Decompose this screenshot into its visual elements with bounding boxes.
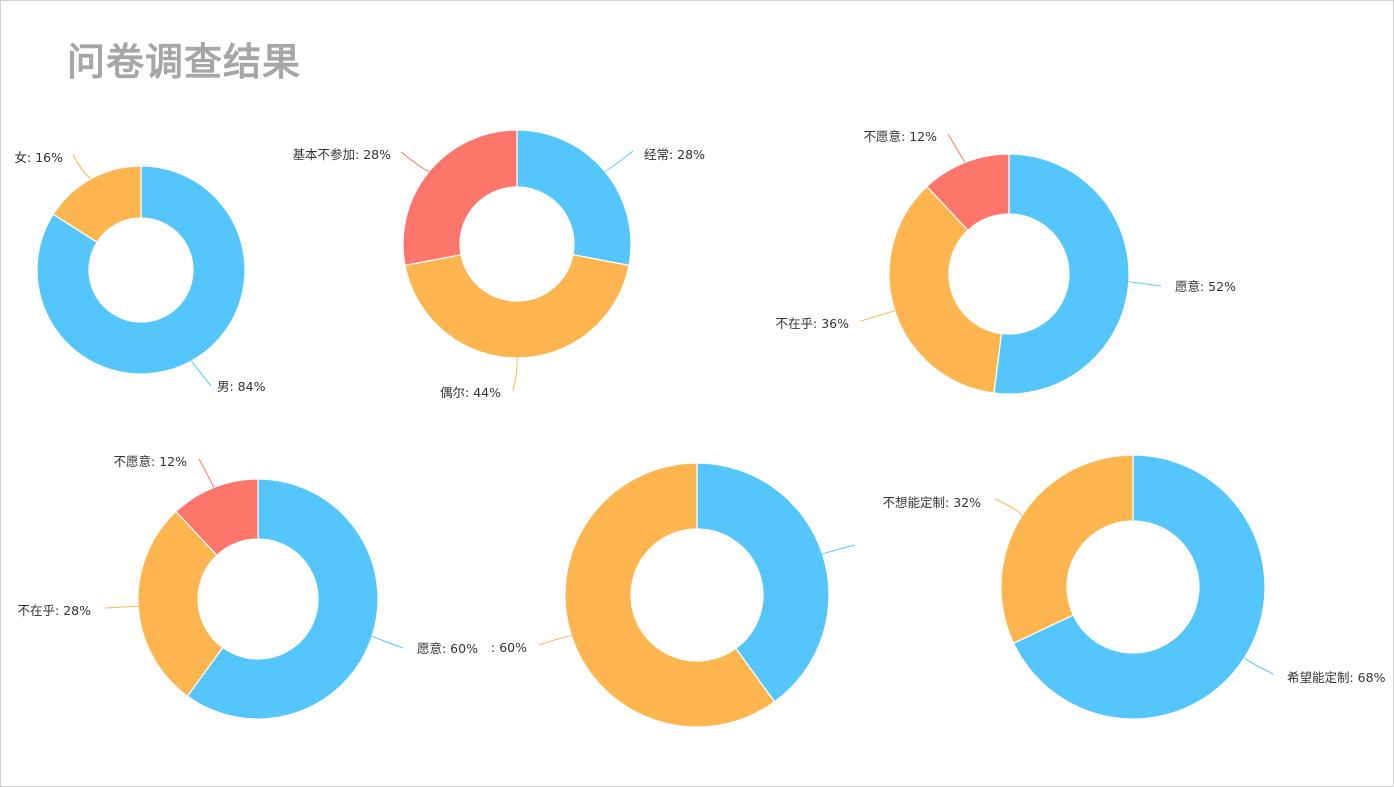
slice-label: 不想能定制: 32%	[883, 495, 982, 510]
label-leader-line	[994, 498, 1023, 517]
label-leader-line	[400, 151, 430, 172]
slice-label: 希望能定制: 68%	[1287, 670, 1386, 685]
donut-slice[interactable]	[696, 462, 830, 703]
page-title: 问卷调查结果	[67, 40, 302, 84]
label-leader-line	[860, 310, 895, 322]
donut-chart-2: 经常: 28% 偶尔: 44% 基本不参加: 28%	[293, 129, 705, 400]
slice-label: 不在乎: 28%	[18, 603, 92, 618]
donut-slice[interactable]	[888, 185, 1003, 394]
label-leader-line	[947, 133, 966, 163]
donut-chart-3: 愿意: 52% 不在乎: 36% 不愿意: 12%	[776, 129, 1236, 395]
donut-chart-4: 愿意: 60% 不在乎: 28% 不愿意: 12%	[18, 454, 478, 720]
label-leader-line	[1128, 281, 1162, 287]
slice-label: 基本不参加: 28%	[293, 147, 392, 162]
slice-label: : 60%	[491, 640, 527, 655]
slice-label: 女: 16%	[15, 150, 64, 165]
donut-slice[interactable]	[175, 478, 259, 557]
slice-label: 不愿意: 12%	[114, 454, 188, 469]
label-leader-line	[1244, 657, 1274, 675]
label-leader-line	[104, 605, 139, 609]
slice-label: 不愿意: 12%	[864, 129, 938, 144]
label-leader-line	[198, 458, 215, 488]
label-leader-line	[822, 544, 856, 555]
label-leader-line	[190, 360, 212, 387]
slice-label: 不在乎: 36%	[776, 316, 850, 331]
donut-slice[interactable]	[1000, 454, 1134, 645]
donut-chart-5: : 60%	[491, 462, 856, 728]
slice-label: 愿意: 60%	[417, 641, 478, 656]
label-leader-line	[371, 635, 404, 649]
label-leader-line	[72, 154, 92, 180]
donut-slice[interactable]	[516, 129, 632, 267]
slice-label: 偶尔: 44%	[440, 385, 501, 400]
label-leader-line	[604, 150, 634, 172]
slice-label: 愿意: 52%	[1175, 279, 1236, 294]
donut-slice[interactable]	[52, 165, 142, 243]
label-leader-line	[512, 357, 518, 392]
donut-slice[interactable]	[564, 462, 776, 728]
donut-slice[interactable]	[1012, 454, 1266, 720]
donut-chart-6: 希望能定制: 68% 不想能定制: 32%	[883, 454, 1386, 720]
donut-slice[interactable]	[36, 165, 246, 375]
donut-slice[interactable]	[404, 253, 630, 359]
donut-slice[interactable]	[186, 478, 379, 720]
donut-slice[interactable]	[137, 510, 224, 697]
donut-chart-1: 男: 84% 女: 16%	[15, 150, 266, 394]
slice-label: 经常: 28%	[644, 147, 705, 162]
donut-slice[interactable]	[402, 129, 518, 267]
donut-slice[interactable]	[993, 153, 1130, 395]
donut-slice[interactable]	[926, 153, 1010, 232]
slice-label: 男: 84%	[217, 379, 266, 394]
label-leader-line	[538, 635, 572, 646]
